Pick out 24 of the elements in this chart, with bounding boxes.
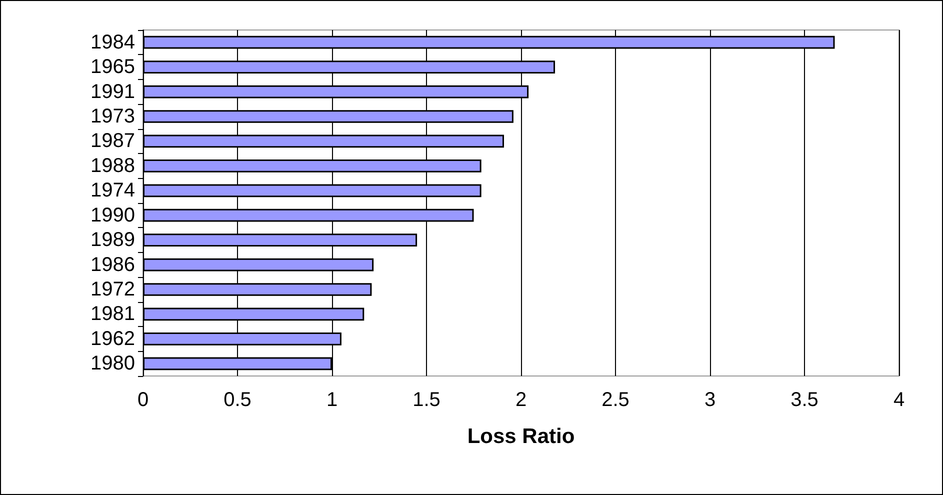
y-tick-label: 1990 — [90, 204, 135, 226]
x-tick-label: 0.5 — [224, 389, 252, 411]
y-tick-label: 1972 — [90, 278, 135, 300]
x-tick-label: 2 — [515, 389, 527, 411]
y-tick-label: 1974 — [90, 180, 135, 202]
x-tick-label: 3 — [704, 389, 716, 411]
y-tick-label: 1991 — [90, 80, 135, 103]
y-tick-label: 1981 — [90, 303, 135, 326]
y-tick-label: 1989 — [90, 229, 135, 252]
x-tick-label: 3.5 — [790, 389, 818, 411]
y-tick-label: 1987 — [90, 130, 135, 152]
x-tick-label: 1.5 — [412, 389, 440, 411]
x-tick-label: 4 — [893, 389, 905, 411]
y-tick-label: 1980 — [90, 352, 135, 375]
x-tick-label: 1 — [326, 389, 338, 411]
y-tick-label: 1986 — [90, 254, 135, 276]
y-tick-label: 1962 — [90, 328, 135, 350]
y-tick-label: 1965 — [90, 56, 135, 78]
y-tick-label: 1973 — [90, 106, 135, 128]
y-tick-label: 1988 — [90, 154, 135, 177]
x-axis-title: Loss Ratio — [467, 425, 575, 448]
x-tick-label: 0 — [137, 389, 149, 411]
y-tick-label: 1984 — [90, 31, 135, 54]
x-tick-label: 2.5 — [602, 389, 630, 411]
